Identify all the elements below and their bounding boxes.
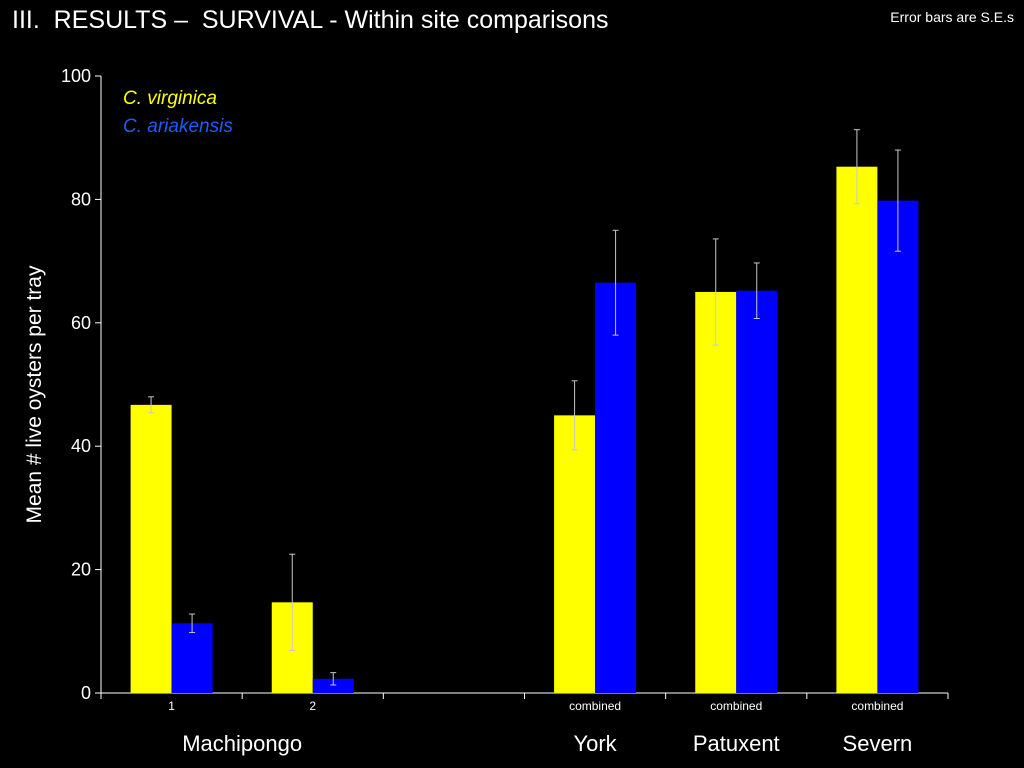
ariakensis-bar (877, 200, 919, 693)
y-tick-label: 60 (71, 313, 91, 333)
y-tick-label: 100 (61, 66, 91, 86)
y-tick-label: 40 (71, 436, 91, 456)
y-axis-label: Mean # live oysters per tray (23, 265, 46, 523)
site-label: Patuxent (693, 731, 780, 756)
category-label: 1 (168, 699, 175, 713)
site-label: Machipongo (182, 731, 302, 756)
legend-ariakensis: C. ariakensis (123, 116, 233, 137)
y-tick-label: 0 (81, 683, 91, 703)
ariakensis-bar (595, 282, 637, 693)
ariakensis-bar (736, 290, 778, 693)
category-label: combined (710, 699, 762, 713)
ariakensis-bar (312, 678, 354, 693)
virginica-bar (130, 404, 172, 693)
y-tick-label: 80 (71, 189, 91, 209)
virginica-bar (836, 166, 878, 694)
category-label: 2 (309, 699, 316, 713)
site-label: Severn (843, 731, 913, 756)
category-label: combined (569, 699, 621, 713)
site-label: York (573, 731, 617, 756)
virginica-bar (554, 415, 596, 693)
ariakensis-bar (171, 623, 213, 693)
virginica-bar (695, 291, 737, 693)
y-tick-label: 20 (71, 560, 91, 580)
slide-title: III. RESULTS – SURVIVAL - Within site co… (12, 6, 609, 34)
error-bar-note: Error bars are S.E.s (890, 9, 1014, 25)
category-label: combined (851, 699, 903, 713)
legend-virginica: C. virginica (123, 88, 217, 109)
